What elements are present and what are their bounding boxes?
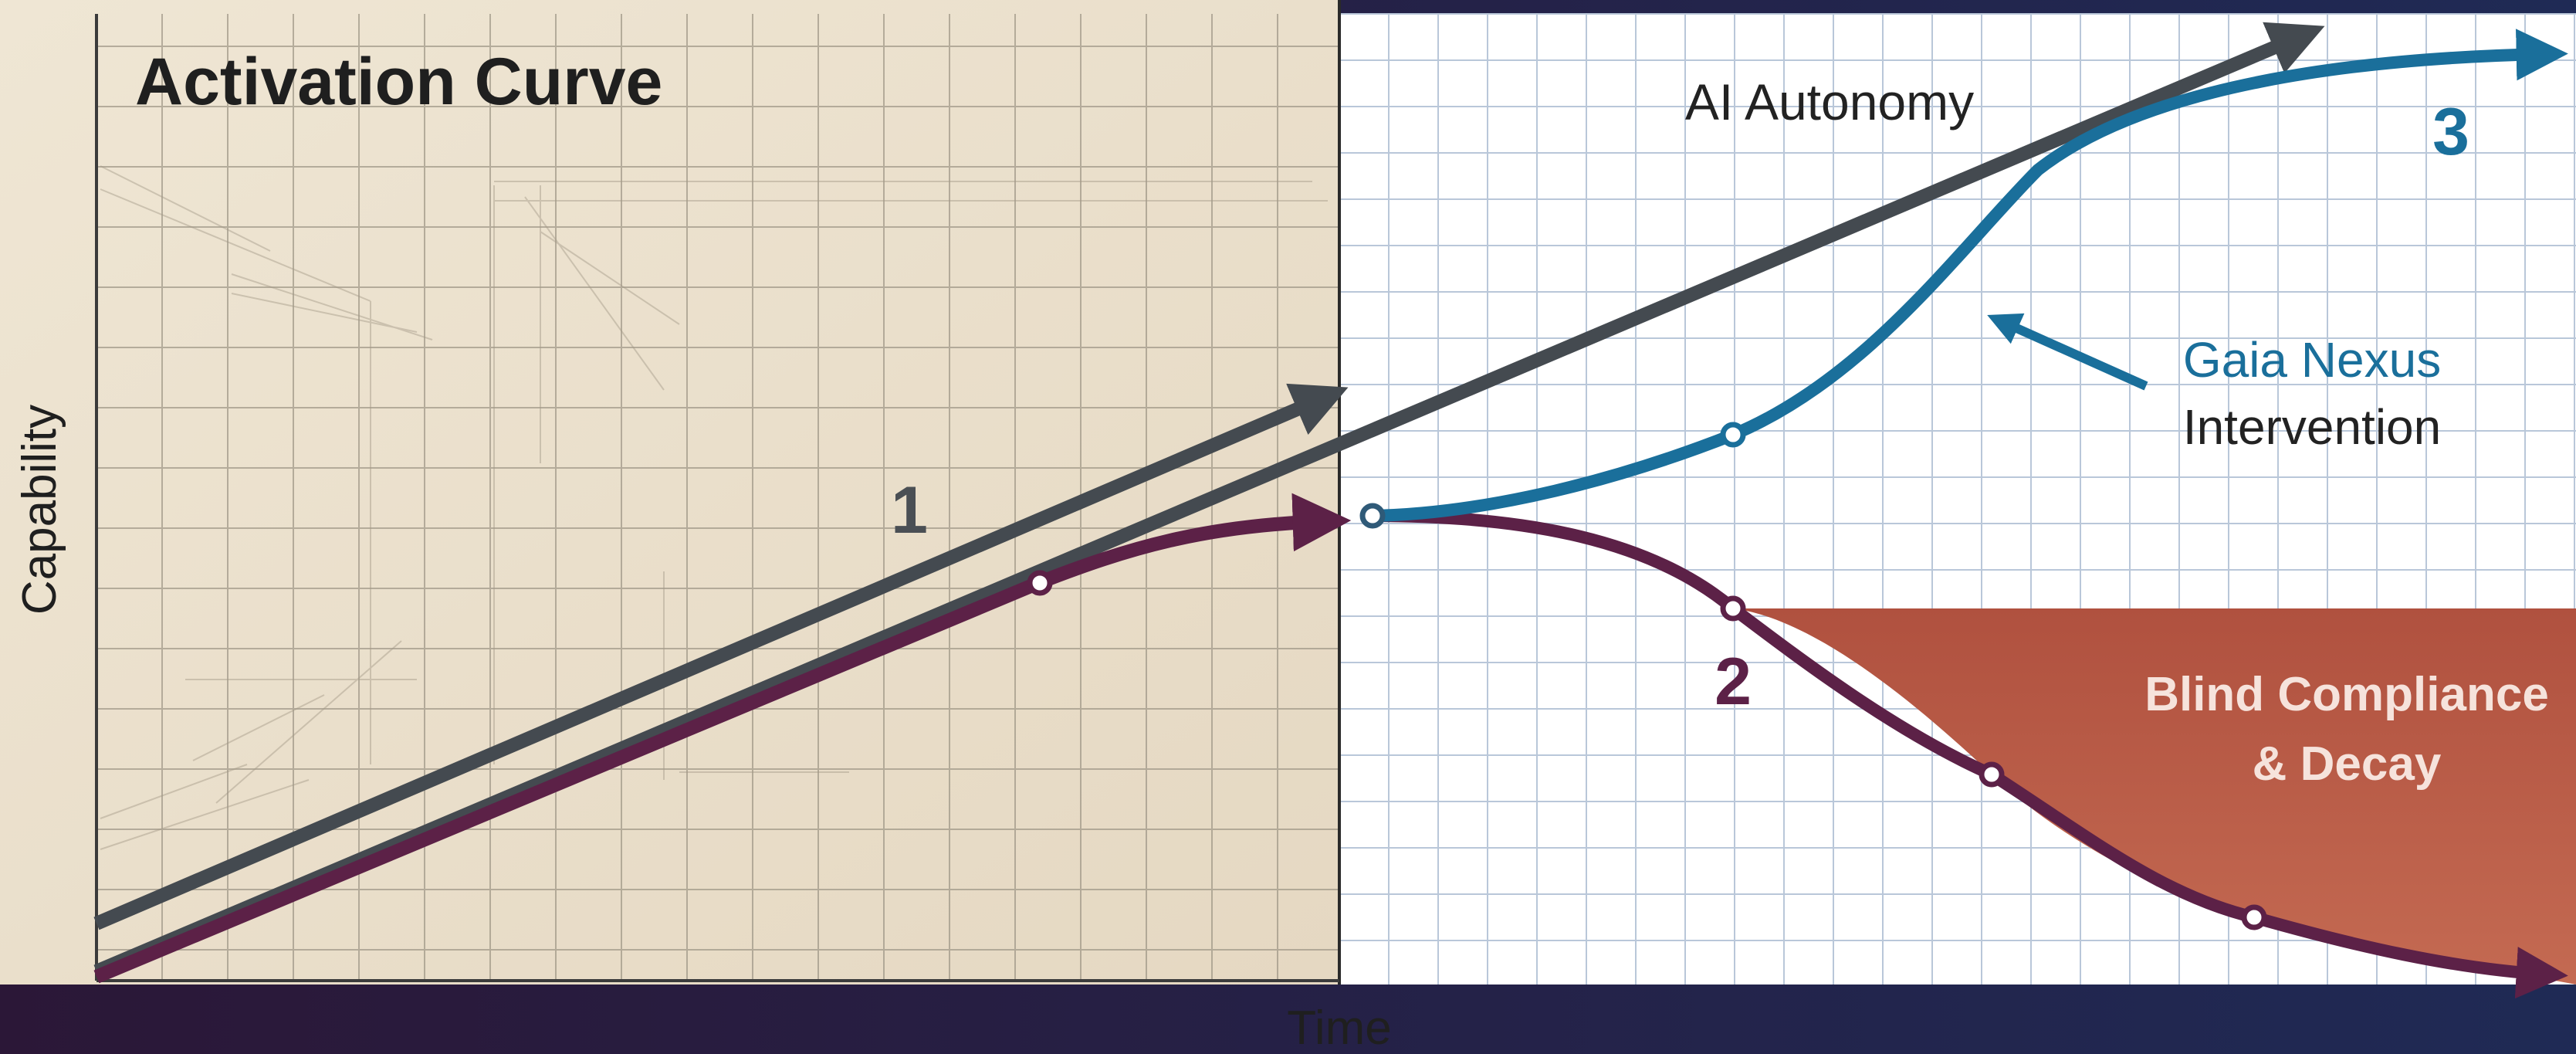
node-baseline <box>1027 570 1053 596</box>
x-axis-label: Time <box>1287 1001 1391 1054</box>
baseline-curve <box>93 493 1352 984</box>
node-decay-1 <box>1720 595 1746 622</box>
decay-curve <box>1372 510 2568 999</box>
sketch-marks <box>100 165 1328 850</box>
intervention-pointer-arrow <box>1987 313 2148 391</box>
autonomy-label: AI Autonomy <box>1685 73 1974 130</box>
autonomy-arrow-short <box>93 383 1349 930</box>
marker-2: 2 <box>1715 645 1752 719</box>
paper-panel <box>0 0 1339 985</box>
marker-3: 3 <box>2432 95 2469 169</box>
y-axis-label: Capability <box>13 405 66 615</box>
autonomy-arrow-long <box>93 22 2325 978</box>
decay-label-line2: & Decay <box>2253 737 2442 791</box>
intervention-label-line1: Gaia Nexus <box>2183 332 2441 388</box>
marker-1: 1 <box>891 473 928 547</box>
node-decay-2 <box>1979 761 2005 788</box>
paper-grid <box>96 14 1339 981</box>
decay-region <box>1733 608 2576 985</box>
node-branch <box>1359 503 1386 529</box>
intervention-label-line2: Intervention <box>2183 399 2441 455</box>
intervention-curve <box>1372 29 2568 522</box>
diagram-title: Activation Curve <box>135 45 662 119</box>
node-intervention <box>1720 422 1746 448</box>
decay-label-line1: Blind Compliance <box>2144 668 2549 721</box>
node-decay-3 <box>2241 904 2267 930</box>
curve-nodes <box>1027 422 2267 930</box>
